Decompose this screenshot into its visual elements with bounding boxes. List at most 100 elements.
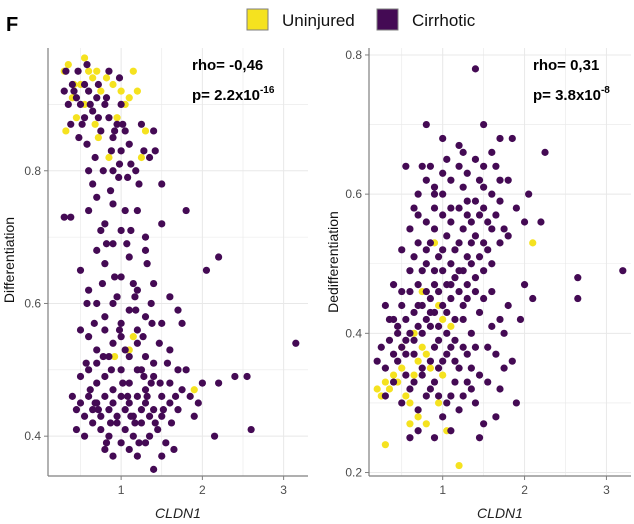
data-point-cirrhotic bbox=[89, 180, 97, 188]
data-point-cirrhotic bbox=[574, 274, 582, 282]
data-point-cirrhotic bbox=[414, 322, 422, 330]
data-point-uninjured bbox=[455, 461, 463, 470]
data-point-cirrhotic bbox=[508, 357, 516, 365]
data-point-cirrhotic bbox=[124, 173, 132, 181]
data-point-cirrhotic bbox=[500, 329, 508, 337]
p-value-exponent: -16 bbox=[260, 85, 275, 96]
data-point-cirrhotic bbox=[414, 281, 422, 289]
data-point-uninjured bbox=[64, 60, 72, 69]
data-point-cirrhotic bbox=[385, 315, 394, 324]
data-point-cirrhotic bbox=[373, 357, 381, 365]
data-point-uninjured bbox=[190, 386, 198, 394]
x-tick-label: 3 bbox=[603, 483, 610, 497]
data-point-cirrhotic bbox=[520, 281, 529, 289]
data-point-cirrhotic bbox=[107, 366, 115, 374]
data-point-cirrhotic bbox=[166, 346, 174, 354]
data-point-cirrhotic bbox=[467, 329, 475, 337]
data-point-uninjured bbox=[111, 352, 119, 361]
data-point-cirrhotic bbox=[492, 350, 500, 358]
data-point-cirrhotic bbox=[406, 267, 414, 275]
data-point-cirrhotic bbox=[109, 240, 117, 248]
data-point-cirrhotic bbox=[67, 120, 75, 128]
data-point-cirrhotic bbox=[141, 233, 150, 241]
data-point-cirrhotic bbox=[385, 336, 394, 344]
data-point-cirrhotic bbox=[418, 364, 426, 372]
data-point-cirrhotic bbox=[121, 346, 129, 354]
data-point-cirrhotic bbox=[574, 294, 582, 303]
data-point-cirrhotic bbox=[102, 94, 111, 102]
data-point-uninjured bbox=[129, 67, 137, 75]
data-point-cirrhotic bbox=[109, 133, 117, 142]
data-point-cirrhotic bbox=[443, 329, 451, 337]
data-point-uninjured bbox=[385, 385, 394, 393]
data-point-cirrhotic bbox=[471, 399, 480, 407]
data-point-cirrhotic bbox=[381, 301, 389, 310]
data-point-cirrhotic bbox=[141, 352, 150, 361]
data-point-cirrhotic bbox=[113, 120, 121, 128]
data-point-cirrhotic bbox=[174, 406, 182, 414]
data-point-cirrhotic bbox=[150, 465, 158, 473]
data-point-cirrhotic bbox=[76, 326, 85, 334]
data-point-cirrhotic bbox=[166, 379, 174, 387]
data-point-cirrhotic bbox=[137, 120, 146, 128]
data-point-cirrhotic bbox=[443, 232, 451, 240]
data-point-cirrhotic bbox=[455, 162, 463, 170]
data-point-cirrhotic bbox=[430, 267, 439, 275]
data-point-cirrhotic bbox=[463, 294, 471, 303]
data-point-cirrhotic bbox=[215, 253, 223, 261]
data-point-cirrhotic bbox=[480, 120, 488, 129]
data-point-cirrhotic bbox=[447, 281, 455, 289]
data-point-cirrhotic bbox=[133, 392, 141, 400]
data-point-cirrhotic bbox=[398, 343, 406, 351]
data-point-cirrhotic bbox=[93, 246, 101, 254]
data-point-cirrhotic bbox=[105, 352, 113, 361]
data-point-uninjured bbox=[402, 392, 410, 400]
data-point-cirrhotic bbox=[111, 127, 119, 135]
data-point-uninjured bbox=[133, 87, 141, 95]
data-point-cirrhotic bbox=[496, 315, 504, 324]
data-point-cirrhotic bbox=[422, 246, 430, 254]
data-point-cirrhotic bbox=[459, 343, 467, 351]
data-point-cirrhotic bbox=[102, 439, 111, 447]
data-point-cirrhotic bbox=[150, 406, 158, 414]
data-point-cirrhotic bbox=[484, 378, 492, 386]
data-point-cirrhotic bbox=[398, 287, 406, 296]
data-point-cirrhotic bbox=[471, 232, 480, 240]
data-point-cirrhotic bbox=[109, 200, 117, 208]
data-point-cirrhotic bbox=[101, 392, 109, 400]
data-point-cirrhotic bbox=[101, 100, 109, 109]
data-point-cirrhotic bbox=[186, 392, 194, 400]
data-point-cirrhotic bbox=[141, 439, 150, 447]
data-point-cirrhotic bbox=[109, 339, 117, 347]
data-point-cirrhotic bbox=[455, 267, 463, 275]
data-point-cirrhotic bbox=[117, 100, 125, 109]
data-point-cirrhotic bbox=[463, 350, 471, 358]
data-point-cirrhotic bbox=[471, 343, 480, 351]
data-point-cirrhotic bbox=[158, 412, 166, 420]
data-point-cirrhotic bbox=[504, 176, 512, 184]
data-point-cirrhotic bbox=[496, 134, 504, 143]
data-point-cirrhotic bbox=[117, 226, 125, 235]
y-tick-label: 0.6 bbox=[345, 187, 362, 201]
data-point-cirrhotic bbox=[72, 94, 81, 102]
data-point-cirrhotic bbox=[145, 412, 154, 420]
y-axis-title: Differentiation bbox=[1, 217, 17, 303]
data-point-cirrhotic bbox=[117, 319, 125, 327]
data-point-cirrhotic bbox=[426, 294, 435, 303]
data-point-cirrhotic bbox=[439, 134, 447, 143]
data-point-uninjured bbox=[373, 385, 381, 393]
data-point-cirrhotic bbox=[99, 167, 107, 175]
data-point-cirrhotic bbox=[488, 190, 496, 198]
data-point-cirrhotic bbox=[83, 140, 91, 148]
data-point-cirrhotic bbox=[140, 147, 148, 155]
data-point-cirrhotic bbox=[475, 253, 484, 261]
data-point-cirrhotic bbox=[430, 378, 439, 386]
data-point-cirrhotic bbox=[447, 427, 455, 435]
data-point-cirrhotic bbox=[488, 322, 496, 330]
data-point-cirrhotic bbox=[113, 293, 121, 301]
data-point-cirrhotic bbox=[143, 392, 151, 400]
data-point-cirrhotic bbox=[451, 357, 459, 365]
data-point-cirrhotic bbox=[434, 253, 443, 261]
data-point-cirrhotic bbox=[406, 385, 414, 393]
